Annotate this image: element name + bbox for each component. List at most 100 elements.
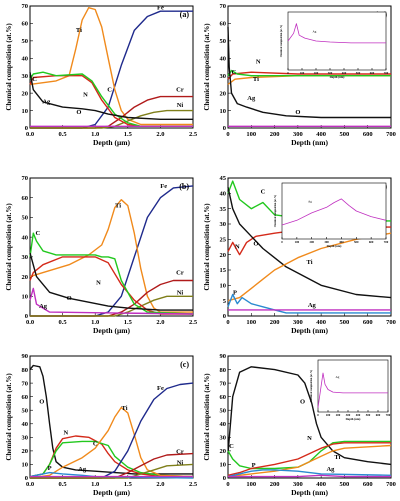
inset-x-tick-label: 500 <box>366 413 371 417</box>
y-axis-label: Chemical composition (at.%) <box>203 23 211 111</box>
series-annotation: Ag <box>326 466 335 473</box>
plot-frame <box>29 355 194 479</box>
y-axis-label: Chemical composition (at.%) <box>203 203 211 291</box>
x-tick-label: 0 <box>226 131 229 138</box>
inset-x-tick-label: 500 <box>354 240 359 244</box>
y-tick-label: 60 <box>22 394 29 401</box>
x-tick-label: 600 <box>363 131 373 138</box>
x-axis-label: Depth (μm) <box>93 326 130 335</box>
series-annotation: Ni <box>177 289 184 296</box>
series-annotation: Ag <box>308 302 317 309</box>
x-tick-label: 0.0 <box>26 481 34 488</box>
inset-x-tick-label: 300 <box>346 413 351 417</box>
x-tick-label: 100 <box>246 131 256 138</box>
x-tick-label: 1.0 <box>91 481 99 488</box>
panel-label: (b) <box>179 182 189 191</box>
y-tick-label: 80 <box>22 367 29 374</box>
x-tick-label: 400 <box>316 131 326 138</box>
series-annotation: Ag <box>39 303 48 310</box>
plot-frame <box>29 5 194 129</box>
y-tick-label: 30 <box>220 435 227 442</box>
x-tick-label: 0.5 <box>59 481 68 488</box>
panel-label: (a) <box>180 10 190 19</box>
y-tick-label: 60 <box>22 21 29 28</box>
series-annotation: Fe <box>157 4 164 11</box>
series-annotation: C <box>107 86 112 93</box>
series-annotation: C <box>261 188 266 195</box>
series-annotation: Ag <box>42 99 51 106</box>
y-tick-label: 10 <box>220 108 227 115</box>
y-tick-label: 0 <box>223 475 226 482</box>
chart-panel-a: 0.0 0.5 1.0 1.5 2.0 2.5 0 10 20 30 40 50 60 70 Depth (… <box>5 3 198 147</box>
series-annotation: Cr <box>176 270 184 277</box>
x-tick-label: 1.5 <box>124 131 133 138</box>
x-tick-label: 700 <box>386 131 396 138</box>
series-annotation: C <box>229 443 234 450</box>
y-tick-label: 40 <box>220 55 227 62</box>
y-tick-label: 60 <box>220 394 227 401</box>
series-line-ti <box>29 198 193 313</box>
y-tick-label: 60 <box>22 195 29 202</box>
series-annotation: N <box>64 430 69 437</box>
inset-x-tick-label: 600 <box>370 71 375 75</box>
y-tick-label: 90 <box>220 353 227 360</box>
x-tick-label: 300 <box>293 131 303 138</box>
series-annotation: Ag <box>247 95 256 102</box>
x-axis-label: Depth (nm) <box>291 488 328 497</box>
inset-y-axis-label: Chemical composition (at.%) <box>274 195 277 227</box>
inset-x-tick-label: 700 <box>384 240 389 244</box>
y-tick-label: 10 <box>22 462 29 469</box>
inset-x-tick-label: 600 <box>376 413 381 417</box>
y-tick-label: 90 <box>22 353 29 360</box>
y-tick-label: 40 <box>220 421 227 428</box>
y-tick-label: 40 <box>22 234 29 241</box>
series-line-n <box>29 74 193 128</box>
y-tick-label: 15 <box>220 267 227 274</box>
series-annotation: C <box>35 230 40 237</box>
y-axis-label: Chemical composition (at.%) <box>5 373 13 461</box>
y-tick-label: 80 <box>220 367 227 374</box>
x-tick-label: 1.0 <box>91 131 99 138</box>
series-line-o <box>29 72 193 121</box>
series-line-n <box>29 256 193 315</box>
series-line-c <box>227 69 391 77</box>
inset-x-tick-label: 700 <box>386 413 391 417</box>
panel-label: (c) <box>180 360 189 369</box>
series-line-ti <box>227 444 392 478</box>
y-tick-label: 20 <box>220 252 227 259</box>
inset-x-tick-label: 500 <box>356 71 361 75</box>
y-tick-label: 70 <box>22 3 29 10</box>
chart-panel-c: 0.0 0.5 1.0 1.5 2.0 2.5 0 10 20 30 40 50 60 70 80 90 Dep… <box>5 353 198 497</box>
inset-x-tick-label: 700 <box>384 71 389 75</box>
series-annotation: Ni <box>177 459 184 466</box>
x-tick-label: 0 <box>226 319 229 326</box>
x-tick-label: 500 <box>340 481 350 488</box>
inset-x-axis-label: Depth (nm) <box>327 244 342 248</box>
y-tick-label: 30 <box>220 221 227 228</box>
y-tick-label: 0 <box>25 475 28 482</box>
inset-x-tick-label: 100 <box>295 240 300 244</box>
y-tick-label: 40 <box>22 421 29 428</box>
y-tick-label: 30 <box>22 435 29 442</box>
x-axis-label: Depth (μm) <box>93 488 130 497</box>
x-tick-label: 2.0 <box>156 319 164 326</box>
inset-chart: 0 100 200 300 400 500 600 700 Depth (nm) Chemical… <box>274 182 389 248</box>
x-axis-label: Depth (μm) <box>93 138 130 147</box>
inset-y-axis-label: Chemical composition (at.%) <box>310 370 313 402</box>
x-tick-label: 2.5 <box>189 319 198 326</box>
y-axis-label: Chemical composition (at.%) <box>5 23 13 111</box>
y-tick-label: 0 <box>25 125 28 132</box>
y-tick-label: 70 <box>220 3 227 10</box>
series-annotation: N <box>307 435 312 442</box>
y-tick-label: 40 <box>220 191 227 198</box>
x-tick-label: 600 <box>363 319 373 326</box>
series-annotation: C <box>32 76 37 83</box>
inset-x-tick-label: 400 <box>342 71 347 75</box>
x-tick-label: 2.5 <box>189 481 198 488</box>
x-tick-label: 600 <box>363 481 373 488</box>
inset-x-tick-label: 100 <box>326 413 331 417</box>
series-line-o <box>29 364 193 475</box>
inset-x-tick-label: 100 <box>300 71 305 75</box>
x-tick-label: 700 <box>386 319 396 326</box>
series-annotation: N <box>96 279 101 286</box>
